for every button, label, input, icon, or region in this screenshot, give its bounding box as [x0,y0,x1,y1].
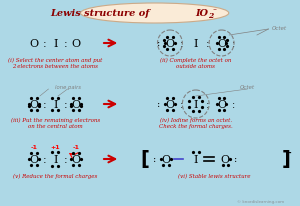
Text: O: O [72,154,81,164]
Text: :: : [64,39,68,49]
Text: (iii) Put the remaining electrons
on the central atom: (iii) Put the remaining electrons on the… [11,117,100,129]
Text: :: : [153,155,156,164]
Text: © knordislearning.com: © knordislearning.com [237,199,285,203]
Text: O: O [221,154,230,164]
Text: lone pairs: lone pairs [55,85,81,90]
Text: :: : [157,100,160,109]
Text: :: : [234,155,238,164]
Text: O: O [165,39,175,49]
Text: ⁻: ⁻ [213,8,217,16]
Text: O: O [30,99,39,109]
Text: :: : [64,154,68,164]
Text: :: : [180,99,183,109]
Text: I: I [53,99,57,109]
Text: ]: ] [281,150,290,169]
Text: O: O [217,99,226,109]
Text: +1: +1 [50,145,60,150]
Text: -1: -1 [31,145,38,150]
Text: :: : [206,39,209,49]
Text: O: O [30,154,39,164]
Text: I: I [53,39,57,49]
Text: IO: IO [195,9,208,18]
Text: (v) Reduce the formal charges: (v) Reduce the formal charges [13,173,98,178]
Text: Octet: Octet [240,85,255,90]
Text: -1: -1 [73,145,80,150]
Text: O: O [72,39,81,49]
Text: :: : [206,99,209,109]
Text: (vi) Stable lewis structure: (vi) Stable lewis structure [178,173,250,178]
Text: I: I [194,39,198,49]
Text: :: : [231,99,235,109]
Text: :: : [43,39,46,49]
Text: :: : [43,154,46,164]
Text: Octet: Octet [272,25,286,30]
Text: O: O [161,154,171,164]
Text: (iv) Iodine forms an octet.
Check the formal charges.: (iv) Iodine forms an octet. Check the fo… [159,117,232,129]
Text: O: O [165,99,175,109]
Text: -: - [288,148,291,157]
Text: (ii) Complete the octet on
outside atoms: (ii) Complete the octet on outside atoms [160,58,231,69]
Text: [: [ [141,150,149,169]
Text: O: O [217,39,226,49]
Ellipse shape [80,4,229,24]
Text: 2: 2 [208,12,214,19]
Text: :: : [231,39,235,49]
Text: O: O [72,99,81,109]
Text: (i) Select the center atom and put
2 electrons between the atoms: (i) Select the center atom and put 2 ele… [8,58,102,69]
Text: :: : [64,99,68,109]
Text: :: : [157,39,160,48]
Text: O: O [30,39,39,49]
Text: I: I [194,99,198,109]
Text: :: : [43,99,46,109]
Text: Lewis structure of: Lewis structure of [50,9,153,18]
Text: :: : [180,39,183,49]
Text: I: I [53,154,57,164]
Text: I: I [194,154,198,164]
